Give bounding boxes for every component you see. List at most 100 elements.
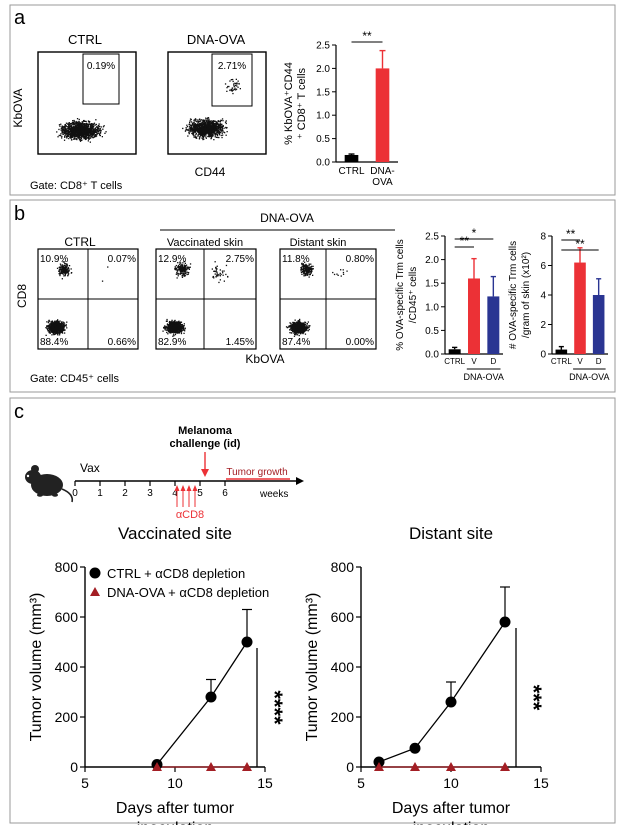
- flow-event-dot: [65, 132, 67, 134]
- flow-event-dot: [196, 127, 198, 129]
- b-flow1-dots: [45, 261, 109, 336]
- flow-event-dot: [203, 136, 205, 138]
- flow-event-dot: [73, 125, 75, 127]
- flow-event-dot: [62, 126, 65, 128]
- flow-event-dot: [58, 324, 60, 326]
- flow-event-dot: [211, 121, 213, 123]
- flow-event-dot: [293, 335, 296, 337]
- flow-event-dot: [169, 332, 171, 334]
- flow-event-dot: [56, 325, 58, 328]
- flow-event-dot: [222, 120, 224, 122]
- flow-event-dot: [234, 83, 236, 85]
- flow-event-dot: [81, 123, 83, 125]
- panel-a-letter: a: [14, 7, 26, 29]
- flow-event-dot: [209, 131, 212, 133]
- flow-event-dot: [195, 120, 197, 122]
- flow-event-dot: [213, 124, 216, 127]
- flow-event-dot: [182, 274, 184, 276]
- flow-event-dot: [200, 133, 203, 135]
- flow-event-dot: [306, 326, 308, 328]
- flow-event-dot: [286, 327, 289, 329]
- flow-event-dot: [193, 123, 195, 125]
- flow-event-dot: [197, 125, 200, 127]
- flow-event-dot: [307, 265, 309, 268]
- flow-event-dot: [292, 328, 295, 330]
- flow-event-dot: [197, 119, 199, 121]
- flow-event-dot: [74, 124, 76, 126]
- flow-event-dot: [297, 329, 299, 331]
- flow-event-dot: [208, 126, 210, 128]
- flow-event-dot: [64, 272, 66, 274]
- flow-event-dot: [211, 122, 213, 124]
- flow-event-dot: [211, 132, 213, 134]
- flow-event-dot: [63, 267, 65, 269]
- flow-event-dot: [72, 127, 75, 130]
- flow-event-dot: [64, 325, 66, 327]
- flow-event-dot: [293, 330, 295, 333]
- flow-event-dot: [193, 125, 195, 127]
- flow-event-dot: [198, 138, 201, 140]
- flow-event-dot: [61, 127, 63, 130]
- flow-event-dot: [206, 124, 208, 126]
- flow-event-dot: [308, 263, 310, 265]
- flow-event-dot: [180, 267, 183, 269]
- flow-event-dot: [182, 328, 184, 330]
- flow-event-dot: [332, 271, 334, 274]
- flow-event-dot: [214, 130, 216, 132]
- flow-event-dot: [217, 136, 219, 139]
- flow-event-dot: [203, 130, 205, 132]
- flow-event-dot: [182, 325, 184, 327]
- flow-event-dot: [180, 329, 182, 331]
- flow-event-dot: [179, 268, 181, 271]
- y-tick-label: 1.0: [316, 111, 330, 122]
- flow-event-dot: [198, 133, 201, 135]
- flow-event-dot: [190, 130, 192, 132]
- flow-event-dot: [62, 269, 64, 271]
- flow-event-dot: [207, 123, 209, 125]
- b-flow1-q1: 10.9%: [40, 254, 68, 265]
- flow-event-dot: [84, 138, 87, 141]
- flow-event-dot: [305, 329, 308, 331]
- flow-event-dot: [88, 123, 90, 126]
- flow-event-dot: [289, 325, 291, 328]
- flow-event-dot: [63, 126, 66, 128]
- flow-event-dot: [60, 268, 62, 271]
- flow-event-dot: [71, 121, 74, 124]
- flow-event-dot: [216, 133, 218, 136]
- flow-event-dot: [309, 325, 311, 327]
- flow-event-dot: [51, 329, 53, 331]
- flow-event-dot: [75, 129, 77, 131]
- flow-event-dot: [52, 322, 54, 324]
- flow-event-dot: [303, 271, 305, 273]
- flow-event-dot: [218, 132, 220, 135]
- flow-event-dot: [202, 121, 204, 123]
- flow-event-dot: [171, 327, 173, 329]
- flow-event-dot: [62, 131, 64, 133]
- flow-event-dot: [83, 125, 85, 127]
- flow-event-dot: [63, 326, 65, 328]
- flow-event-dot: [233, 85, 235, 88]
- flow-event-dot: [199, 124, 201, 126]
- flow-event-dot: [309, 271, 312, 273]
- flow-event-dot: [215, 266, 217, 268]
- flow-event-dot: [68, 131, 70, 133]
- flow-event-dot: [61, 271, 63, 273]
- flow-event-dot: [307, 327, 309, 329]
- flow-event-dot: [294, 321, 296, 324]
- flow-event-dot: [74, 128, 76, 130]
- flow-event-dot: [56, 320, 58, 322]
- flow-event-dot: [98, 123, 100, 125]
- y-tick-label: 0: [540, 350, 546, 361]
- flow-event-dot: [78, 118, 80, 121]
- flow-event-dot: [88, 136, 90, 138]
- flow-event-dot: [83, 129, 86, 131]
- flow-event-dot: [74, 138, 77, 140]
- flow-event-dot: [215, 271, 217, 273]
- flow-event-dot: [300, 329, 302, 331]
- flow-event-dot: [72, 129, 74, 131]
- flow-event-dot: [342, 273, 345, 275]
- flow-event-dot: [177, 269, 179, 271]
- flow-event-dot: [199, 118, 201, 120]
- bar-ctrl: [344, 154, 359, 162]
